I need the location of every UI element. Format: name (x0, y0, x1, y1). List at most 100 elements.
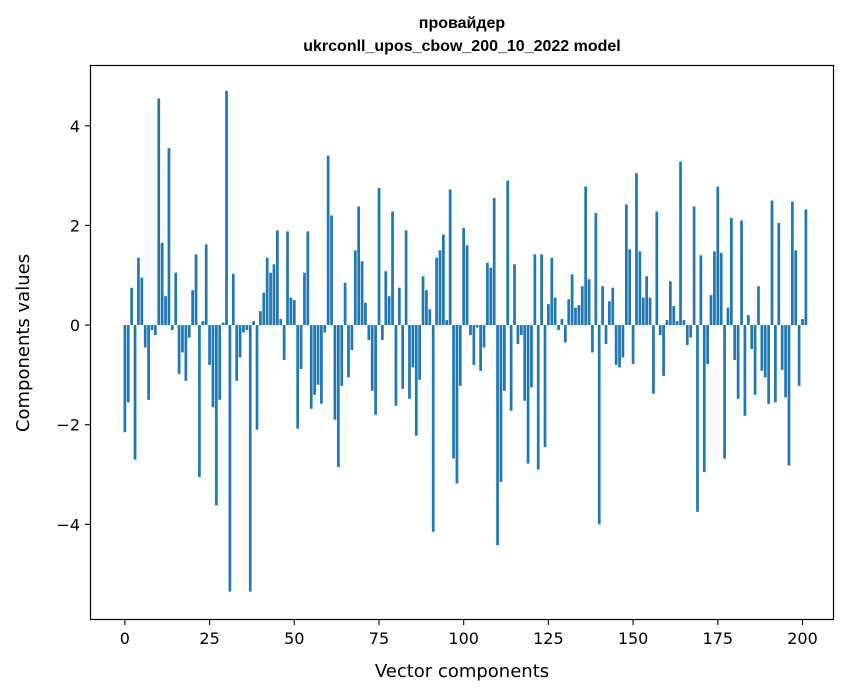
bar-188 (760, 325, 764, 371)
bar-86 (414, 325, 418, 436)
bar-185 (750, 325, 754, 349)
bar-90 (428, 309, 432, 326)
bar-94 (442, 234, 445, 326)
bar-156 (652, 325, 655, 394)
bar-192 (774, 325, 777, 403)
bar-181 (736, 325, 740, 399)
bar-150 (631, 325, 635, 364)
bar-176 (719, 252, 723, 326)
bar-197 (790, 201, 794, 326)
bar-51 (296, 325, 300, 429)
bar-180 (733, 325, 737, 360)
bar-72 (367, 325, 371, 341)
bar-141 (601, 286, 604, 326)
bar-0 (123, 325, 127, 433)
bar-32 (231, 273, 235, 326)
bar-171 (702, 325, 706, 473)
y-tick-label: 0 (70, 316, 80, 335)
bar-168 (692, 206, 696, 326)
bar-182 (740, 220, 743, 326)
bar-106 (482, 325, 486, 348)
bar-10 (157, 98, 161, 326)
chart-title-line2: ukrconll_upos_cbow_200_10_2022 model (303, 38, 620, 55)
bar-111 (499, 325, 503, 482)
bar-83 (404, 230, 408, 326)
bar-68 (353, 250, 357, 326)
bar-3 (133, 325, 137, 460)
bar-190 (767, 325, 770, 404)
bar-96 (448, 189, 452, 326)
bar-9 (154, 325, 157, 336)
bar-130 (563, 325, 567, 343)
bar-21 (194, 254, 198, 326)
bar-195 (784, 325, 787, 398)
x-tick-label: 150 (618, 629, 649, 648)
bar-5 (140, 277, 144, 326)
bar-12 (164, 296, 167, 326)
bar-71 (364, 302, 367, 326)
bar-88 (421, 276, 425, 326)
bar-84 (408, 325, 411, 399)
bar-121 (533, 254, 537, 326)
bar-166 (685, 325, 689, 345)
bar-42 (265, 257, 269, 326)
bar-110 (496, 325, 499, 546)
bar-137 (587, 279, 591, 326)
chart-title-line1: провайдер (419, 15, 506, 32)
bar-178 (726, 307, 730, 326)
bar-109 (492, 198, 496, 326)
bar-1 (126, 325, 130, 403)
x-axis-ticks: 0 25 50 75 100 125 150 175 200 (120, 619, 818, 648)
bar-200 (801, 319, 804, 326)
bar-50 (292, 300, 296, 326)
bar-20 (191, 290, 194, 326)
bar-162 (672, 306, 676, 326)
bar-149 (628, 249, 632, 326)
bar-56 (313, 325, 316, 395)
y-tick-label: −2 (56, 416, 80, 435)
bar-38 (252, 321, 255, 326)
bar-87 (418, 325, 422, 380)
bar-91 (431, 325, 435, 532)
bar-198 (794, 250, 798, 326)
bar-112 (502, 325, 506, 391)
bar-55 (309, 325, 313, 409)
bar-54 (306, 231, 310, 326)
bar-187 (757, 286, 760, 326)
bar-159 (662, 325, 665, 376)
x-tick-label: 175 (703, 629, 734, 648)
bar-117 (519, 325, 523, 336)
bar-62 (333, 325, 337, 420)
bar-142 (604, 325, 608, 344)
bar-35 (242, 325, 245, 333)
bar-16 (177, 325, 181, 374)
bar-158 (658, 325, 662, 336)
x-tick-label: 75 (369, 629, 389, 648)
bar-67 (350, 325, 354, 350)
bar-102 (469, 325, 472, 336)
bar-8 (150, 325, 154, 331)
bar-82 (401, 325, 405, 389)
bar-29 (221, 322, 225, 326)
bar-24 (204, 244, 208, 326)
bar-123 (540, 254, 543, 326)
bar-27 (215, 325, 218, 506)
x-axis-title: Vector components (375, 661, 549, 682)
bar-194 (780, 325, 784, 370)
bar-23 (201, 321, 205, 326)
bar-145 (614, 325, 618, 365)
bar-196 (787, 325, 791, 466)
bar-167 (689, 325, 693, 338)
bar-131 (567, 299, 571, 326)
bar-70 (360, 261, 364, 326)
bar-105 (479, 325, 482, 371)
bar-2 (130, 287, 134, 326)
bar-120 (530, 325, 533, 388)
bar-47 (282, 325, 286, 360)
bar-136 (584, 186, 588, 326)
bar-193 (777, 222, 781, 326)
bar-57 (316, 325, 320, 385)
x-tick-label: 125 (533, 629, 564, 648)
bar-124 (543, 325, 547, 448)
bar-25 (208, 325, 211, 365)
